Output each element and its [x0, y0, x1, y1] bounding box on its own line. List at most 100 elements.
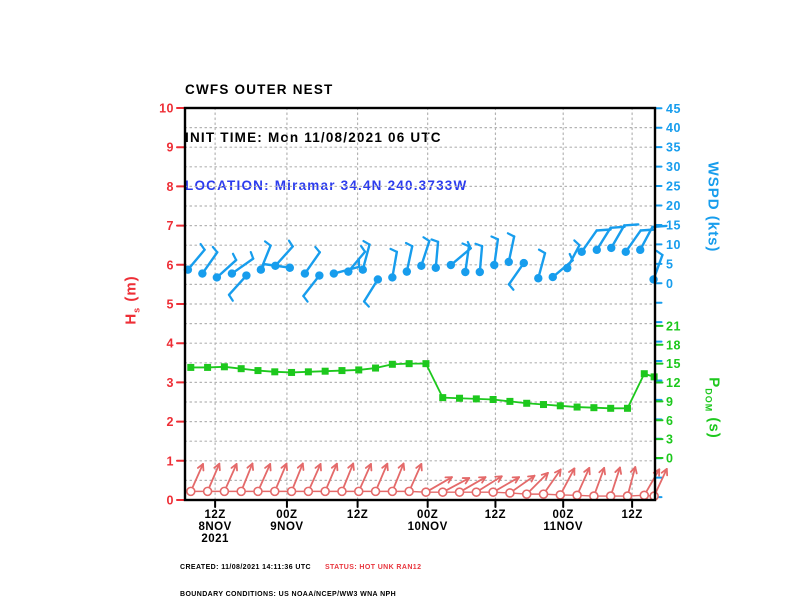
wind-barb-staff: [405, 245, 414, 273]
wave-direction-arrowhead: [514, 476, 520, 484]
left-axis-tick-label: 1: [167, 454, 174, 468]
wave-direction-arrowhead: [386, 462, 389, 472]
wind-barb-point: [548, 272, 557, 282]
wind-barb-staff: [507, 261, 526, 286]
period-point: [204, 363, 212, 371]
wave-direction-arrowhead: [218, 462, 221, 472]
wind-barb-point: [621, 247, 630, 256]
wind-barb-tick: [227, 293, 234, 302]
wind-barb-staff: [391, 250, 399, 279]
left-axis-tick-label: 8: [167, 180, 174, 194]
pdom-tick-label: 15: [666, 357, 681, 371]
pdom-tick-label: 9: [666, 395, 673, 409]
wind-barb-staff: [493, 238, 500, 267]
wspd-tick-label: 10: [666, 238, 681, 252]
wind-barb-point: [315, 271, 324, 280]
title-block: CWFS OUTER NEST INIT TIME: Mon 11/08/202…: [185, 50, 467, 226]
pdom-tick-label: 6: [666, 414, 673, 428]
wave-direction-arrowhead: [530, 474, 536, 483]
wspd-tick-label: 45: [666, 102, 681, 116]
wind-barb-point: [373, 275, 383, 284]
wave-direction-arrowhead: [481, 476, 487, 484]
wspd-tick-label: 40: [666, 121, 681, 135]
wind-barb-tick: [422, 236, 431, 243]
period-point: [422, 360, 430, 368]
wind-barb-staff: [201, 251, 219, 275]
period-point: [573, 403, 581, 411]
wave-direction-arrow: [391, 462, 405, 493]
wind-barb-staff: [302, 274, 321, 298]
wave-direction-arrow: [509, 474, 536, 494]
wave-direction-arrow: [592, 466, 606, 497]
period-point: [523, 399, 531, 407]
wind-barb-staff: [610, 224, 626, 250]
x-axis-tick-label: 00Z 10NOV: [408, 509, 448, 533]
wind-barb-tick: [490, 235, 499, 241]
wind-barb-point: [475, 267, 484, 277]
wave-direction-arrow: [324, 462, 338, 493]
wind-barb-point: [607, 243, 616, 253]
wind-barb-staff: [347, 250, 367, 273]
wind-barb-point: [402, 267, 412, 276]
wind-barb-staff: [362, 278, 380, 303]
wind-barb-staff: [303, 251, 322, 275]
period-point: [388, 360, 396, 368]
wave-direction-arrowhead: [559, 468, 562, 477]
period-point: [439, 394, 447, 402]
wind-barb-point: [198, 269, 207, 278]
wave-direction-arrow: [408, 463, 423, 493]
wind-barb-point: [242, 271, 251, 280]
wind-barb-point: [358, 265, 368, 274]
wind-barb-point: [461, 267, 470, 277]
wave-direction-arrowhead: [464, 477, 471, 485]
period-point: [355, 366, 363, 374]
wind-barb-staff: [262, 262, 292, 269]
wind-barb-tick: [389, 247, 398, 253]
wave-direction-arrow: [307, 463, 322, 493]
wind-barb-point: [577, 247, 586, 256]
wind-barb-point: [592, 245, 601, 255]
wave-height-point: [454, 487, 465, 497]
wind-barb-tick: [263, 240, 272, 247]
wave-direction-arrow: [206, 462, 221, 493]
wind-barb-tick: [362, 239, 371, 246]
wind-barb-point: [504, 257, 513, 267]
pdom-tick-label: 12: [666, 376, 681, 390]
wind-barb-point: [446, 260, 456, 270]
wave-height-point: [286, 486, 297, 497]
wind-barb-point: [285, 263, 295, 272]
wave-height-point: [421, 487, 431, 497]
wave-height-point: [521, 489, 532, 499]
wave-height-point: [572, 490, 582, 501]
period-point: [405, 360, 413, 368]
wind-barb-tick: [404, 241, 414, 248]
wave-height-point: [219, 486, 230, 497]
wind-barb-staff: [566, 243, 581, 270]
wind-barb-staff: [478, 244, 484, 274]
x-axis-tick-label: 00Z 9NOV: [270, 509, 303, 533]
left-axis-tick-label: 9: [167, 141, 174, 155]
wspd-tick-label: 35: [666, 141, 681, 155]
wave-height-point: [236, 486, 246, 497]
wind-barb-flag: [639, 228, 656, 232]
wspd-tick-label: 20: [666, 199, 681, 213]
pdom-tick-label: 21: [666, 319, 681, 333]
x-axis-tick-label: 12Z: [485, 509, 506, 521]
wave-direction-arrow: [576, 466, 591, 497]
period-point: [540, 401, 548, 409]
wspd-tick-label: 30: [666, 160, 681, 174]
period-point: [472, 395, 480, 403]
wind-barb-tick: [199, 242, 206, 251]
wind-barb-point: [649, 275, 658, 284]
wave-direction-arrowhead: [634, 466, 638, 475]
wave-direction-arrow: [542, 468, 562, 496]
wave-height-point: [387, 486, 398, 497]
wspd-tick-label: 25: [666, 180, 681, 194]
x-axis-tick-label: 12Z 8NOV 2021: [198, 509, 231, 545]
wind-barb-staff: [227, 274, 248, 297]
wave-height-point: [185, 486, 196, 497]
wind-barb-tick: [249, 250, 255, 260]
wave-direction-arrowhead: [301, 462, 305, 471]
location-line: LOCATION: Miramar 34.4N 240.3733W: [185, 178, 468, 193]
